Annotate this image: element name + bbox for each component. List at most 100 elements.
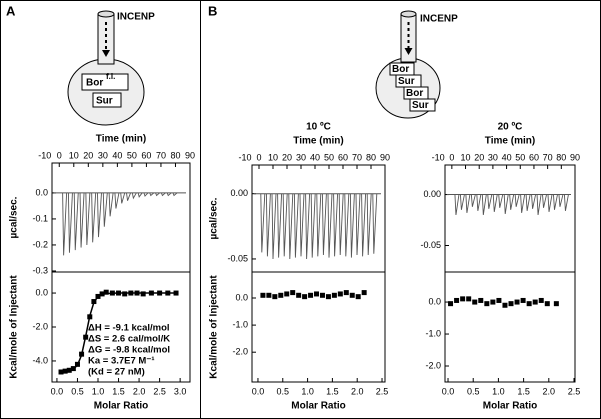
injection-peak: [97, 192, 102, 238]
annotation: ΔG = -9.8 kcal/mol: [88, 345, 170, 356]
x-tick-label: 0: [57, 150, 62, 160]
x-tick-label: 80: [366, 152, 376, 162]
injection-peak: [514, 194, 520, 207]
x-tick-label: 2.5: [376, 386, 389, 396]
injection-peak: [114, 192, 120, 209]
y-tick-label: -2.0: [425, 360, 441, 370]
x-tick-label: -10: [38, 150, 51, 160]
injection-peak: [487, 194, 493, 209]
data-point: [95, 293, 101, 299]
data-point: [514, 299, 520, 305]
data-point: [266, 292, 272, 298]
injection-peak: [310, 193, 316, 258]
x-tick-label: 40: [112, 150, 122, 160]
data-point: [99, 291, 105, 297]
data-point: [278, 292, 284, 298]
data-point: [66, 367, 72, 373]
x-tick-label: 60: [529, 152, 539, 162]
plot-frame: [51, 162, 191, 273]
y-tick-label: -0.05: [420, 240, 441, 250]
data-point: [319, 292, 325, 298]
x-tick-label: 90: [380, 152, 390, 162]
plot-frame: [444, 271, 576, 383]
y-tick-label: -2.0: [232, 347, 248, 357]
injection-peak: [465, 194, 471, 213]
injection-peak: [459, 194, 465, 210]
y-tick-label: -1.0: [425, 328, 441, 338]
injection-peak: [344, 193, 350, 257]
y-axis-label: Kcal/mole of Injectant: [209, 275, 220, 379]
data-point: [116, 290, 122, 296]
injection-peak: [542, 194, 547, 208]
x-tick-label: 1.0: [92, 386, 105, 396]
x-tick-label: 0.5: [277, 386, 290, 396]
x-tick-label: 60: [338, 152, 348, 162]
data-point: [508, 301, 514, 307]
y-tick-label: -0.1: [32, 213, 48, 223]
x-tick-label: 90: [185, 150, 195, 160]
injection-peak: [547, 194, 553, 212]
x-tick-label: 2.0: [351, 386, 364, 396]
protein-label: Bor: [392, 64, 409, 75]
syringe-top: [97, 10, 115, 18]
injection-peak: [102, 192, 108, 227]
protein-label: Sur: [96, 96, 113, 107]
injection-peak: [160, 192, 166, 197]
x-tick-label: 1.5: [326, 386, 339, 396]
data-point: [331, 292, 337, 298]
injection-peak: [563, 194, 569, 211]
arrow-head: [102, 50, 110, 57]
x-tick-label: 20: [282, 152, 292, 162]
data-point: [544, 301, 550, 307]
x-tick-label: 40: [310, 152, 320, 162]
y-axis-label: Kcal/mole of Injectant: [9, 275, 20, 379]
x-tick-label: 3.0: [174, 386, 187, 396]
x-tick-label: 0.5: [467, 386, 480, 396]
syringe-label: INCENP: [420, 14, 458, 25]
data-point: [337, 291, 343, 297]
y-tick-label: -1.0: [232, 319, 248, 329]
injection-peak: [260, 193, 266, 253]
x-tick-label: 10: [268, 152, 278, 162]
x-tick-label: 70: [352, 152, 362, 162]
data-point: [83, 334, 89, 340]
injection-peak: [91, 192, 97, 243]
x-tick-label: 50: [515, 152, 525, 162]
injection-peak: [120, 192, 126, 204]
data-point: [284, 291, 290, 297]
data-point: [140, 291, 146, 297]
plot-frame: [444, 164, 576, 273]
injection-peak: [73, 192, 79, 251]
y-axis-label: µcal/sec.: [9, 196, 20, 238]
data-point: [157, 290, 163, 296]
x-tick-label: 2.5: [568, 386, 581, 396]
data-point: [484, 301, 490, 307]
x-tick-label: 30: [488, 152, 498, 162]
x-tick-label: 30: [296, 152, 306, 162]
x-tick-label: 10: [69, 150, 79, 160]
injection-peak: [108, 192, 114, 217]
data-point: [361, 290, 367, 296]
data-point: [553, 301, 559, 307]
y-tick-label: 0.0: [35, 187, 48, 197]
annotation: (Kd = 27 nM): [88, 367, 145, 378]
injection-peak: [316, 193, 322, 257]
injection-peak: [137, 192, 143, 198]
protein-label: Sur: [398, 76, 415, 87]
y-tick-label: 0.00: [423, 189, 441, 199]
x-tick-label: 1.0: [492, 386, 505, 396]
x-tick-label: 10: [461, 152, 471, 162]
panel-label: A: [6, 3, 16, 18]
panel-label: B: [208, 3, 217, 18]
injection-peak: [271, 193, 277, 259]
injection-peak: [305, 193, 311, 259]
data-point: [490, 299, 496, 305]
injection-peak: [355, 193, 361, 256]
x-tick-label: 2.0: [133, 386, 146, 396]
injection-peak: [143, 192, 149, 197]
x-tick-label: 50: [324, 152, 334, 162]
data-point: [128, 290, 134, 296]
x-tick-label: 20: [474, 152, 484, 162]
x-axis-label: Molar Ratio: [483, 401, 537, 412]
